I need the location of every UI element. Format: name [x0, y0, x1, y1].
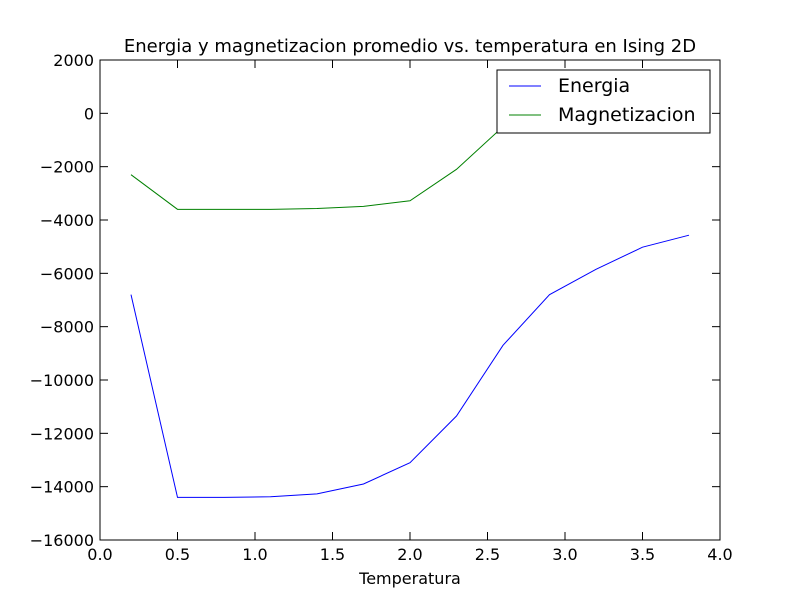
legend-label-magnetizacion: Magnetizacion [558, 104, 696, 126]
legend-label-energia: Energia [558, 75, 630, 97]
y-tick-label: −2000 [40, 158, 94, 177]
x-tick-label: 3.0 [552, 545, 577, 564]
legend: Energia Magnetizacion [496, 69, 711, 134]
x-tick-label: 1.0 [242, 545, 267, 564]
x-axis-label: Temperatura [358, 569, 461, 588]
x-tick-label: 4.0 [707, 545, 732, 564]
series-line-energia [130, 234, 690, 498]
y-tick-label: −14000 [30, 478, 94, 497]
chart-title: Energia y magnetizacion promedio vs. tem… [124, 36, 696, 57]
x-tick-label: 1.5 [320, 545, 345, 564]
x-tick-label: 2.0 [397, 545, 422, 564]
x-tick-label: 2.5 [475, 545, 500, 564]
y-tick-label: −12000 [30, 424, 94, 443]
y-tick-label: −16000 [30, 531, 94, 550]
y-tick-label: −6000 [40, 264, 94, 283]
y-tick-label: −10000 [30, 371, 94, 390]
x-axis: 0.0 0.5 1.0 1.5 2.0 2.5 3.0 3.5 4.0 [87, 60, 733, 564]
x-tick-label: 3.5 [630, 545, 655, 564]
y-axis: 2000 0 −2000 −4000 −6000 −8000 −10000 −12000 −14… [30, 51, 720, 550]
x-tick-label: 0.5 [165, 545, 190, 564]
y-tick-label: 0 [84, 104, 94, 123]
legend-box [496, 69, 711, 134]
x-tick-label: 0.0 [87, 545, 112, 564]
y-tick-label: −4000 [40, 211, 94, 230]
y-tick-label: −8000 [40, 318, 94, 337]
y-tick-label: 2000 [53, 51, 94, 70]
